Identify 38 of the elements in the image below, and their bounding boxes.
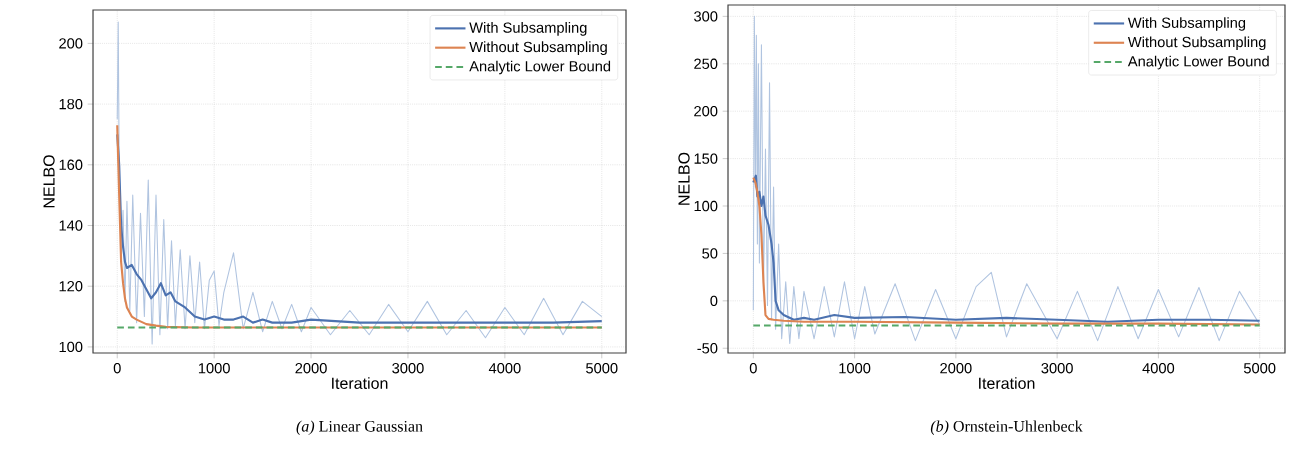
legend-label: With Subsampling: [469, 22, 587, 36]
x-tick-label: 1000: [839, 363, 871, 374]
y-tick-label: 160: [59, 159, 83, 170]
x-tick-label: 0: [749, 363, 757, 374]
x-axis-title: Iteration: [332, 377, 388, 389]
y-tick-label: 0: [710, 295, 718, 307]
text: (b) Ornstein-Uhlenbeck: [930, 420, 1083, 435]
x-tick-label: 5000: [586, 363, 618, 374]
y-tick-label: 120: [59, 281, 83, 292]
x-axis-title: Iteration: [979, 377, 1035, 389]
x-tick-label: 0: [113, 363, 121, 374]
x-tick-label: 1000: [198, 363, 230, 374]
legend-label: Without Subsampling: [1127, 36, 1266, 51]
legend-label: Analytic Lower Bound: [1127, 55, 1269, 70]
y-tick-label: 250: [694, 58, 718, 69]
legend-label: With Subsampling: [1127, 17, 1246, 31]
y-axis-title: NELBO: [678, 152, 690, 205]
y-axis-title: NELBO: [43, 155, 55, 208]
y-tick-label: 100: [694, 200, 718, 212]
x-tick-label: 4000: [1142, 363, 1175, 374]
legend-label: Analytic Lower Bound: [469, 60, 611, 75]
y-tick-label: 140: [59, 220, 83, 231]
y-tick-label: 300: [694, 11, 718, 22]
x-tick-label: 2000: [295, 363, 327, 374]
y-tick-label: 50: [702, 248, 718, 259]
y-tick-label: 180: [59, 98, 83, 110]
x-tick-label: 3000: [1041, 363, 1073, 374]
x-tick-label: 2000: [940, 363, 972, 374]
y-tick-label: -50: [697, 343, 718, 354]
x-tick-label: 5000: [1243, 363, 1276, 374]
y-tick-label: 100: [59, 341, 83, 353]
x-tick-label: 4000: [488, 363, 521, 374]
text: (a) Linear Gaussian: [296, 420, 423, 435]
y-tick-label: 150: [694, 153, 718, 164]
y-tick-label: 200: [694, 106, 718, 117]
legend-label: Without Subsampling: [469, 41, 607, 56]
x-tick-label: 3000: [392, 363, 424, 374]
y-tick-label: 200: [59, 38, 83, 49]
